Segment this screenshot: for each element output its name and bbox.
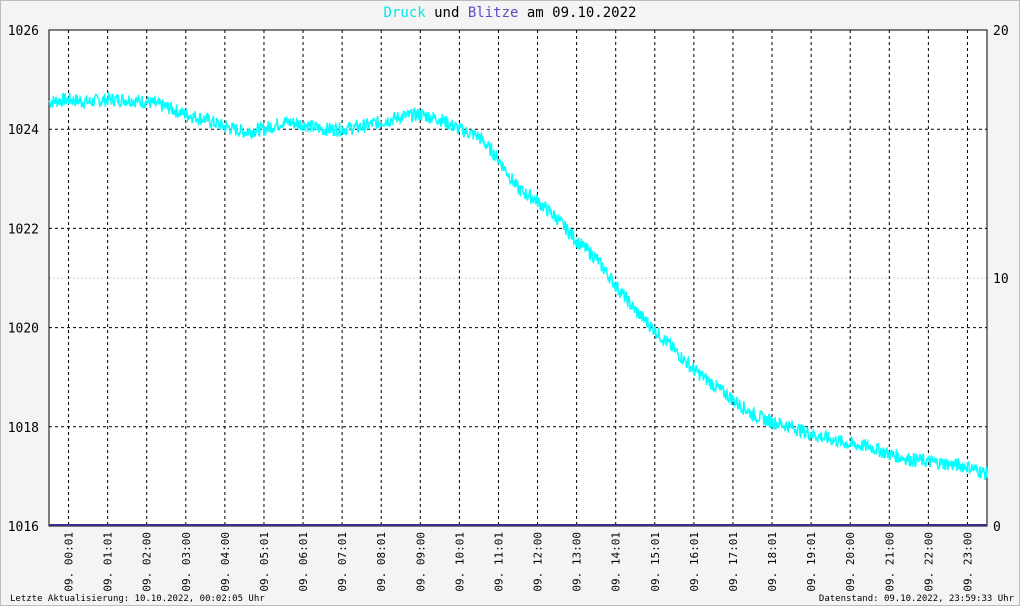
druck-line	[48, 92, 988, 481]
footer-data-status: Datenstand: 09.10.2022, 23:59:33 Uhr	[818, 594, 1014, 604]
x-tick-label: 09. 00:01	[63, 532, 76, 592]
y-left-tick-label: 1016	[8, 520, 39, 535]
chart-title: Druck und Blitze am 09.10.2022	[0, 5, 1020, 21]
y-right-tick-label: 20	[993, 24, 1009, 39]
x-tick-label: 09. 02:00	[141, 532, 154, 592]
y-right-tick-label: 10	[993, 272, 1009, 287]
x-tick-label: 09. 13:00	[571, 532, 584, 592]
x-tick-label: 09. 10:01	[453, 532, 466, 592]
x-tick-label: 09. 15:01	[649, 532, 662, 592]
footer-last-update: Letzte Aktualisierung: 10.10.2022, 00:02…	[10, 594, 265, 604]
x-tick-label: 09. 19:01	[805, 532, 818, 592]
x-tick-label: 09. 04:00	[219, 532, 232, 592]
x-tick-label: 09. 18:01	[766, 532, 779, 592]
x-tick-label: 09. 20:00	[844, 532, 857, 592]
y-left-tick-label: 1024	[8, 123, 39, 138]
title-druck: Druck	[383, 5, 426, 21]
y-left-tick-label: 1020	[8, 322, 39, 337]
x-tick-label: 09. 06:01	[297, 532, 310, 592]
title-date: am 09.10.2022	[518, 5, 637, 21]
x-tick-label: 09. 22:00	[922, 532, 935, 592]
x-tick-label: 09. 09:00	[414, 532, 427, 592]
x-tick-label: 09. 16:01	[688, 532, 701, 592]
title-und: und	[425, 5, 468, 21]
y-left-tick-label: 1022	[8, 222, 39, 237]
x-tick-label: 09. 11:01	[492, 532, 505, 592]
x-tick-label: 09. 01:01	[102, 532, 115, 592]
title-blitze: Blitze	[467, 5, 519, 21]
x-tick-label: 09. 03:00	[180, 532, 193, 592]
x-tick-label: 09. 17:01	[727, 532, 740, 592]
x-tick-label: 09. 12:00	[532, 532, 545, 592]
x-tick-label: 09. 05:01	[258, 532, 271, 592]
y-left-tick-label: 1026	[8, 24, 39, 39]
y-right-tick-label: 0	[993, 520, 1001, 535]
x-tick-label: 09. 23:00	[961, 532, 974, 592]
x-tick-label: 09. 21:00	[883, 532, 896, 592]
x-tick-label: 09. 07:01	[336, 532, 349, 592]
y-left-tick-label: 1018	[8, 421, 39, 436]
x-tick-label: 09. 14:01	[610, 532, 623, 592]
x-tick-label: 09. 08:01	[375, 532, 388, 592]
